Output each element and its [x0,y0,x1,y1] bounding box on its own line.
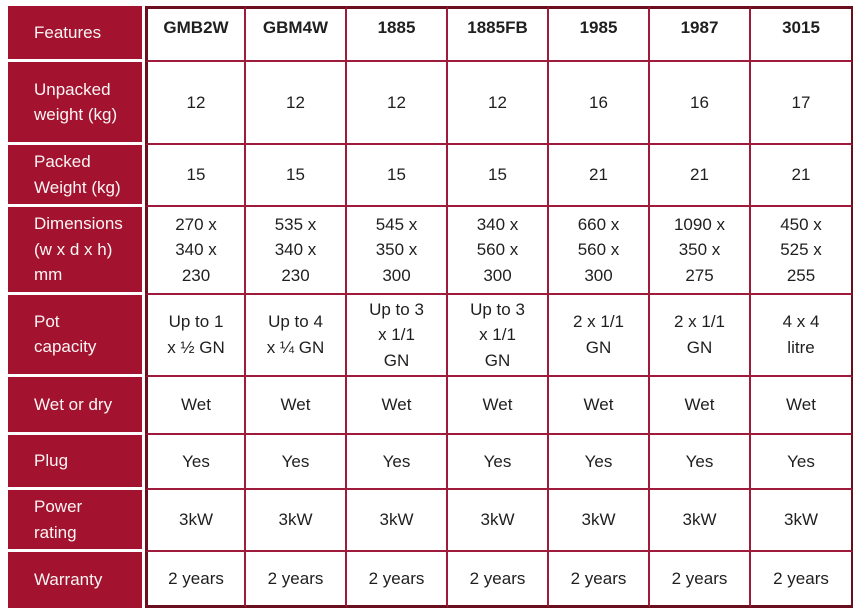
cell: 2 years [145,552,246,608]
table-row-wet-or-dry: Wet or dry Wet Wet Wet Wet Wet Wet Wet [8,377,853,435]
cell: 15 [448,145,549,207]
cell: Wet [448,377,549,435]
cell: Yes [549,435,650,490]
cell: Wet [246,377,347,435]
table-row-unpacked-weight: Unpacked weight (kg) 12 12 12 12 16 16 1… [8,62,853,145]
cell: Yes [347,435,448,490]
cell: 545 x 350 x 300 [347,207,448,295]
column-header-1987: 1987 [650,6,751,62]
cell: 2 years [650,552,751,608]
column-header-1885fb: 1885FB [448,6,549,62]
row-label: Unpacked weight (kg) [8,62,145,145]
cell: Wet [347,377,448,435]
product-comparison-table: Features GMB2W GBM4W 1885 1885FB 1985 19… [8,6,853,608]
cell: 3kW [145,490,246,552]
cell: 3kW [246,490,347,552]
cell: 12 [347,62,448,145]
table-row-dimensions: Dimensions (w x d x h) mm 270 x 340 x 23… [8,207,853,295]
table-row-packed-weight: Packed Weight (kg) 15 15 15 15 21 21 21 [8,145,853,207]
cell: 2 years [347,552,448,608]
table-row-power-rating: Power rating 3kW 3kW 3kW 3kW 3kW 3kW 3kW [8,490,853,552]
cell: 12 [145,62,246,145]
cell: Yes [448,435,549,490]
cell: 2 x 1/1 GN [549,294,650,377]
cell: 21 [650,145,751,207]
cell: Yes [650,435,751,490]
cell: Up to 1 x ½ GN [145,294,246,377]
cell: 3kW [347,490,448,552]
cell: 660 x 560 x 300 [549,207,650,295]
row-label: Packed Weight (kg) [8,145,145,207]
row-label: Pot capacity [8,294,145,377]
row-label: Wet or dry [8,377,145,435]
column-header-1885: 1885 [347,6,448,62]
row-label: Dimensions (w x d x h) mm [8,207,145,295]
cell: 340 x 560 x 300 [448,207,549,295]
cell: 4 x 4 litre [751,294,853,377]
cell: 15 [246,145,347,207]
cell: 17 [751,62,853,145]
cell: 3kW [650,490,751,552]
column-header-gbm4w: GBM4W [246,6,347,62]
cell: 3kW [549,490,650,552]
cell: 2 years [246,552,347,608]
table-row-pot-capacity: Pot capacity Up to 1 x ½ GN Up to 4 x ¼ … [8,294,853,377]
cell: 1090 x 350 x 275 [650,207,751,295]
table-row-plug: Plug Yes Yes Yes Yes Yes Yes Yes [8,435,853,490]
cell: 2 x 1/1 GN [650,294,751,377]
cell: 12 [246,62,347,145]
cell: Yes [145,435,246,490]
header-row: Features GMB2W GBM4W 1885 1885FB 1985 19… [8,6,853,62]
cell: Up to 3 x 1/1 GN [347,294,448,377]
cell: 21 [751,145,853,207]
row-label: Warranty [8,552,145,608]
cell: 3kW [751,490,853,552]
cell: 12 [448,62,549,145]
column-header-gmb2w: GMB2W [145,6,246,62]
cell: Yes [246,435,347,490]
cell: 2 years [751,552,853,608]
row-label: Power rating [8,490,145,552]
cell: Wet [145,377,246,435]
cell: 3kW [448,490,549,552]
row-label: Plug [8,435,145,490]
cell: 2 years [549,552,650,608]
column-header-3015: 3015 [751,6,853,62]
cell: 535 x 340 x 230 [246,207,347,295]
cell: Wet [549,377,650,435]
cell: Up to 4 x ¼ GN [246,294,347,377]
cell: 15 [347,145,448,207]
cell: 15 [145,145,246,207]
cell: 16 [650,62,751,145]
cell: 450 x 525 x 255 [751,207,853,295]
cell: 270 x 340 x 230 [145,207,246,295]
cell: Up to 3 x 1/1 GN [448,294,549,377]
cell: Wet [751,377,853,435]
cell: 21 [549,145,650,207]
cell: 2 years [448,552,549,608]
features-header: Features [8,6,145,62]
cell: Yes [751,435,853,490]
cell: 16 [549,62,650,145]
cell: Wet [650,377,751,435]
column-header-1985: 1985 [549,6,650,62]
table-row-warranty: Warranty 2 years 2 years 2 years 2 years… [8,552,853,608]
